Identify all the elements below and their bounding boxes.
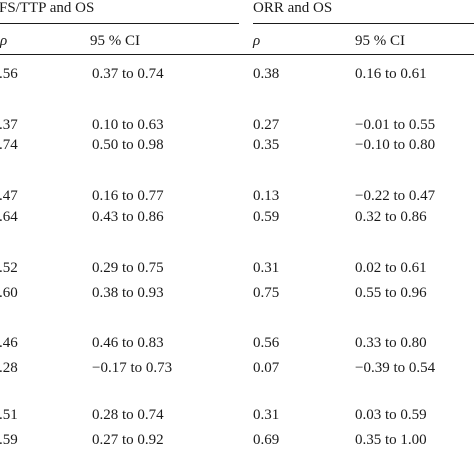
column-header-ci-orr: 95 % CI: [355, 33, 405, 49]
pfs-ci-cell: 0.46 to 0.83: [92, 335, 164, 351]
pfs-rho-cell: .64: [0, 209, 18, 225]
orr-rho-cell: 0.75: [253, 285, 280, 301]
orr-rho-cell: 0.31: [253, 407, 280, 423]
pfs-rho-cell: .60: [0, 285, 18, 301]
orr-rho-cell: 0.59: [253, 209, 280, 225]
orr-rho-cell: 0.56: [253, 335, 280, 351]
group-header-orr-os: ORR and OS: [253, 0, 333, 16]
orr-ci-cell: 0.16 to 0.61: [355, 66, 427, 82]
pfs-rho-cell: .74: [0, 137, 18, 153]
pfs-rho-cell: .46: [0, 335, 18, 351]
group-rule-pfs-os: [0, 23, 239, 24]
group-rule-orr-os: [253, 23, 474, 24]
pfs-ci-cell: 0.28 to 0.74: [92, 407, 164, 423]
orr-ci-cell: 0.35 to 1.00: [355, 432, 427, 448]
group-header-pfs-os: FS/TTP and OS: [0, 0, 95, 16]
orr-ci-cell: 0.32 to 0.86: [355, 209, 427, 225]
orr-rho-cell: 0.31: [253, 260, 280, 276]
orr-ci-cell: −0.39 to 0.54: [355, 360, 436, 376]
orr-ci-cell: 0.33 to 0.80: [355, 335, 427, 351]
orr-ci-cell: 0.02 to 0.61: [355, 260, 427, 276]
orr-rho-cell: 0.69: [253, 432, 280, 448]
orr-ci-cell: 0.03 to 0.59: [355, 407, 427, 423]
pfs-rho-cell: .56: [0, 66, 18, 82]
orr-ci-cell: 0.55 to 0.96: [355, 285, 427, 301]
header-bottom-rule: [0, 54, 474, 55]
orr-ci-cell: −0.22 to 0.47: [355, 188, 436, 204]
pfs-ci-cell: 0.16 to 0.77: [92, 188, 164, 204]
pfs-ci-cell: 0.10 to 0.63: [92, 117, 164, 133]
orr-ci-cell: −0.01 to 0.55: [355, 117, 436, 133]
orr-rho-cell: 0.13: [253, 188, 280, 204]
pfs-ci-cell: 0.50 to 0.98: [92, 137, 164, 153]
pfs-ci-cell: 0.29 to 0.75: [92, 260, 164, 276]
pfs-ci-cell: 0.43 to 0.86: [92, 209, 164, 225]
pfs-ci-cell: −0.17 to 0.73: [92, 360, 173, 376]
pfs-rho-cell: .37: [0, 117, 18, 133]
column-header-rho-pfs: ρ: [0, 33, 8, 49]
orr-rho-cell: 0.35: [253, 137, 280, 153]
orr-rho-cell: 0.38: [253, 66, 280, 82]
pfs-ci-cell: 0.37 to 0.74: [92, 66, 164, 82]
pfs-rho-cell: .52: [0, 260, 18, 276]
column-header-ci-pfs: 95 % CI: [90, 33, 140, 49]
column-header-rho-orr: ρ: [253, 33, 261, 49]
pfs-rho-cell: .59: [0, 432, 18, 448]
pfs-rho-cell: .47: [0, 188, 18, 204]
orr-rho-cell: 0.27: [253, 117, 280, 133]
pfs-rho-cell: .28: [0, 360, 18, 376]
pfs-ci-cell: 0.38 to 0.93: [92, 285, 164, 301]
orr-ci-cell: −0.10 to 0.80: [355, 137, 436, 153]
pfs-ci-cell: 0.27 to 0.92: [92, 432, 164, 448]
pfs-rho-cell: .51: [0, 407, 18, 423]
orr-rho-cell: 0.07: [253, 360, 280, 376]
